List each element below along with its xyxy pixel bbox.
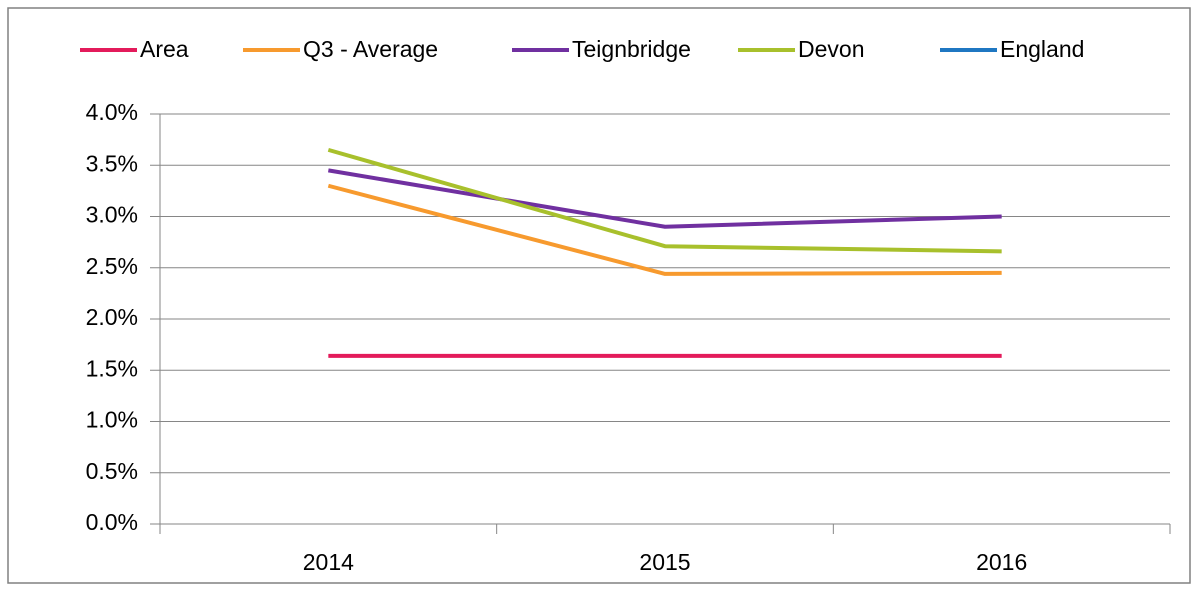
x-tick-label: 2016 (976, 549, 1027, 575)
y-tick-label: 3.5% (86, 150, 138, 176)
series-line (327, 183, 1002, 276)
y-tick-label: 4.0% (86, 99, 138, 125)
series-line (327, 147, 1002, 254)
legend-label: Area (140, 36, 189, 62)
y-tick-label: 0.0% (86, 509, 138, 535)
y-tick-label: 0.5% (86, 458, 138, 484)
legend-label: Teignbridge (572, 36, 691, 62)
legend-label: Devon (798, 36, 864, 62)
y-tick-label: 3.0% (86, 202, 138, 228)
legend-label: England (1000, 36, 1084, 62)
y-tick-label: 1.5% (86, 355, 138, 381)
y-tick-label: 1.0% (86, 407, 138, 433)
series-line (328, 168, 1002, 229)
x-tick-label: 2015 (639, 549, 690, 575)
x-tick-label: 2014 (303, 549, 354, 575)
chart-border (7, 7, 1191, 584)
y-tick-label: 2.5% (86, 253, 138, 279)
legend-label: Q3 - Average (303, 36, 438, 62)
y-tick-label: 2.0% (86, 304, 138, 330)
